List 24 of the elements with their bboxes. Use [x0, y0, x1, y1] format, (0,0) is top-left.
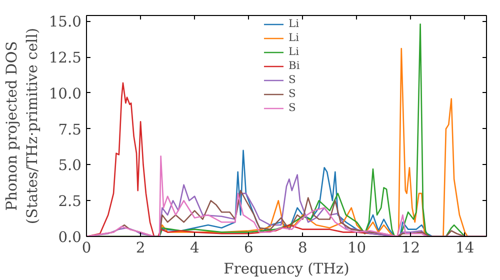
x-tick-label: 8	[298, 240, 308, 256]
y-tick-label: 7.5	[58, 121, 82, 138]
y-tick-label: 12.5	[48, 50, 82, 67]
x-axis-title: Frequency (THz)	[224, 260, 350, 278]
y-tick-label: 15.0	[48, 14, 82, 31]
x-tick-label: 0	[82, 240, 92, 256]
legend-label: Li	[288, 45, 300, 58]
legend-label: Bi	[288, 59, 301, 72]
x-tick-label: 12	[402, 240, 420, 256]
legend-label: S	[288, 73, 297, 86]
legend-label: Li	[288, 17, 300, 30]
x-tick-label: 10	[347, 240, 366, 256]
y-tick-label: 2.5	[58, 193, 82, 210]
y-tick-label: 5.0	[58, 157, 82, 174]
x-tick-label: 14	[456, 240, 474, 256]
y-axis-title: Phonon projected DOS (States/THz·primitive cell)	[3, 28, 41, 224]
x-tick-label: 2	[136, 240, 146, 256]
legend-label: Li	[288, 31, 300, 44]
legend-label: S	[288, 101, 297, 114]
x-tick-label: 6	[244, 240, 254, 256]
x-tick-label: 4	[190, 240, 200, 256]
legend-label: S	[288, 87, 297, 100]
y-tick-label: 0.0	[58, 229, 82, 246]
y-tick-label: 10.0	[48, 85, 82, 102]
